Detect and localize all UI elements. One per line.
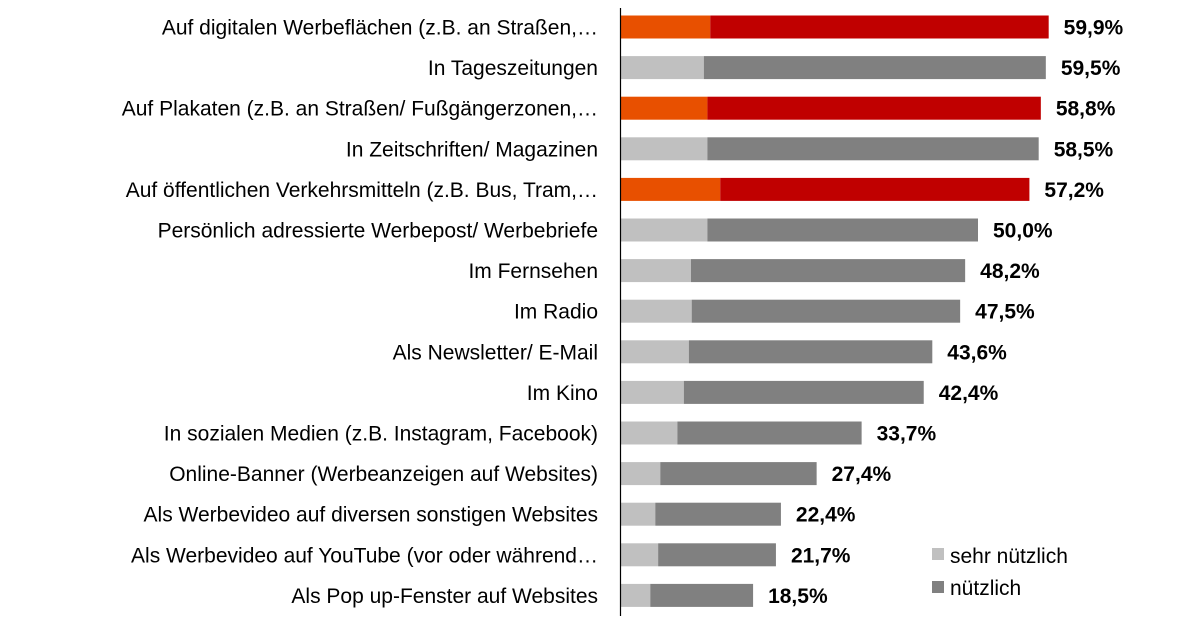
- category-label: In Zeitschriften/ Magazinen: [346, 138, 598, 161]
- bar-segment-sehr-nuetzlich: [621, 421, 678, 445]
- legend-swatch-nuetzlich: [932, 581, 944, 593]
- category-label: Als Werbevideo auf YouTube (vor oder wäh…: [131, 544, 598, 567]
- legend-label-nuetzlich: nützlich: [950, 577, 1021, 600]
- bar-segment-nuetzlich: [650, 583, 754, 607]
- value-label: 57,2%: [1044, 179, 1104, 202]
- category-label: Als Werbevideo auf diversen sonstigen We…: [144, 504, 598, 527]
- category-label: Als Pop up-Fenster auf Websites: [291, 585, 598, 608]
- bar-segment-sehr-nuetzlich: [621, 177, 721, 201]
- bar-segment-sehr-nuetzlich: [621, 218, 708, 242]
- bar-segment-sehr-nuetzlich: [621, 340, 689, 364]
- bar-segment-nuetzlich: [710, 15, 1049, 39]
- value-label: 47,5%: [975, 301, 1035, 324]
- value-label: 18,5%: [768, 585, 828, 608]
- bar-segment-nuetzlich: [688, 340, 933, 364]
- legend: sehr nützlich nützlich: [932, 545, 1068, 600]
- bar-segment-sehr-nuetzlich: [621, 462, 661, 486]
- category-label: In sozialen Medien (z.B. Instagram, Face…: [164, 423, 598, 446]
- bar-segment-sehr-nuetzlich: [621, 259, 691, 283]
- category-label: Auf öffentlichen Verkehrsmitteln (z.B. B…: [126, 179, 598, 202]
- bar-segment-sehr-nuetzlich: [621, 96, 708, 120]
- value-label: 42,4%: [939, 382, 999, 405]
- bar-segment-sehr-nuetzlich: [621, 137, 708, 161]
- bar-segment-nuetzlich: [658, 543, 776, 567]
- bar-segment-sehr-nuetzlich: [621, 502, 656, 526]
- value-label: 27,4%: [832, 463, 892, 486]
- value-label: 43,6%: [947, 341, 1007, 364]
- bar-segment-nuetzlich: [690, 259, 966, 283]
- bar-segment-nuetzlich: [660, 462, 817, 486]
- bar-segment-nuetzlich: [703, 56, 1046, 80]
- value-label: 48,2%: [980, 260, 1040, 283]
- value-label: 50,0%: [993, 220, 1053, 243]
- bar-segment-nuetzlich: [720, 177, 1030, 201]
- value-labels-layer: 59,9% 59,5% 58,8% 58,5% 57,2% 50,0% 48,2% 47,5%…: [768, 17, 1123, 608]
- bar-segment-nuetzlich: [707, 96, 1041, 120]
- category-label: Online-Banner (Werbeanzeigen auf Website…: [169, 463, 598, 486]
- value-label: 58,8%: [1056, 98, 1116, 121]
- legend-label-sehr-nuetzlich: sehr nützlich: [950, 545, 1068, 568]
- category-label: Im Kino: [527, 382, 598, 405]
- value-label: 59,9%: [1064, 17, 1124, 40]
- bar-segment-nuetzlich: [691, 299, 961, 323]
- bar-segment-sehr-nuetzlich: [621, 299, 692, 323]
- bar-segment-nuetzlich: [707, 137, 1039, 161]
- category-labels-layer: Auf digitalen Werbeflächen (z.B. an Stra…: [122, 17, 598, 608]
- category-label: Auf digitalen Werbeflächen (z.B. an Stra…: [162, 17, 598, 40]
- bar-segment-sehr-nuetzlich: [621, 583, 651, 607]
- bar-segment-nuetzlich: [707, 218, 978, 242]
- legend-swatch-sehr-nuetzlich: [932, 548, 944, 560]
- value-label: 21,7%: [791, 544, 851, 567]
- bar-segment-sehr-nuetzlich: [621, 56, 704, 80]
- value-label: 33,7%: [877, 423, 937, 446]
- bar-segment-sehr-nuetzlich: [621, 380, 684, 404]
- category-label: Im Fernsehen: [468, 260, 598, 283]
- category-label: Persönlich adressierte Werbepost/ Werbeb…: [158, 220, 598, 243]
- category-label: In Tageszeitungen: [428, 57, 598, 80]
- bar-segment-nuetzlich: [683, 380, 924, 404]
- value-label: 59,5%: [1061, 57, 1121, 80]
- bar-segment-sehr-nuetzlich: [621, 543, 659, 567]
- category-label: Als Newsletter/ E-Mail: [393, 341, 598, 364]
- category-label: Im Radio: [514, 301, 598, 324]
- bar-segment-sehr-nuetzlich: [621, 15, 711, 39]
- value-label: 58,5%: [1054, 138, 1114, 161]
- bar-segment-nuetzlich: [655, 502, 781, 526]
- category-label: Auf Plakaten (z.B. an Straßen/ Fußgänger…: [122, 98, 598, 121]
- bar-segment-nuetzlich: [677, 421, 862, 445]
- bars-layer: [621, 15, 1049, 607]
- value-label: 22,4%: [796, 504, 856, 527]
